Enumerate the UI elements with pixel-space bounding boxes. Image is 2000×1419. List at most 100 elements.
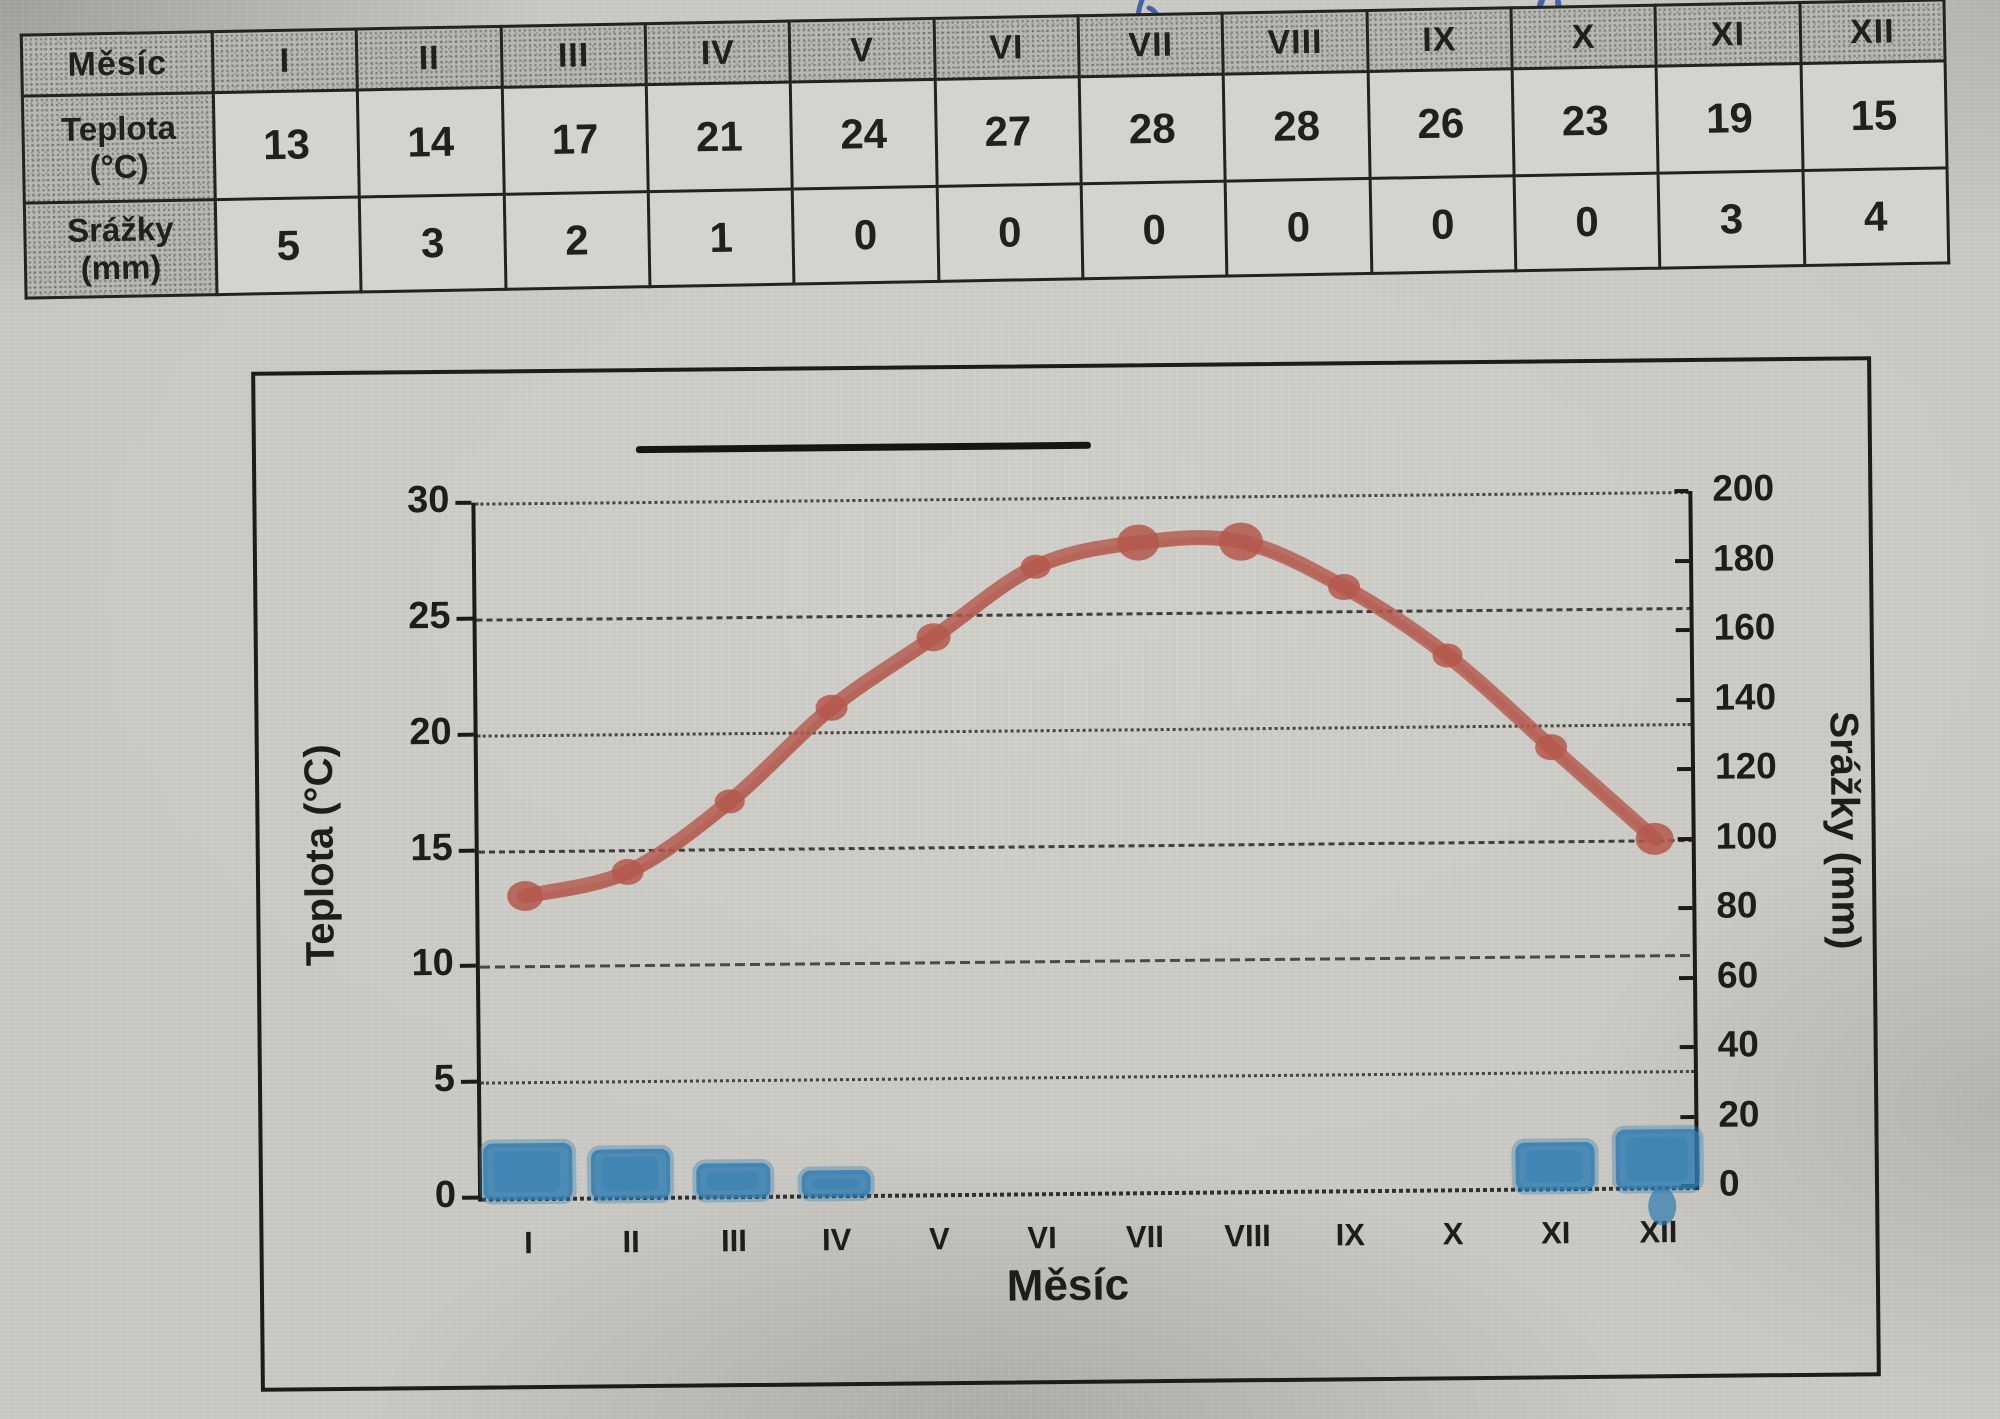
x-axis-tick-label: I — [524, 1225, 533, 1261]
right-axis-tick-label: 60 — [1716, 953, 1759, 996]
x-axis-tick-label: XI — [1540, 1215, 1571, 1251]
x-axis-tick-label: III — [720, 1223, 748, 1259]
temperature-cell: 19 — [1656, 63, 1803, 174]
temperature-row-label-line1: Teplota — [60, 108, 177, 148]
right-axis-tick — [1678, 905, 1693, 911]
climograph-chart: 30 25 20 15 10 5 0 200 180 160 140 120 100 80 60 40 20 0 I… — [251, 356, 1881, 1392]
right-axis-tick — [1677, 766, 1692, 772]
gridline — [476, 606, 1690, 622]
temperature-point — [714, 789, 745, 814]
temperature-cell: 13 — [213, 89, 360, 200]
left-axis-tick — [458, 848, 475, 853]
month-header-cell: VI — [933, 15, 1080, 80]
right-axis-tick-label: 20 — [1718, 1092, 1760, 1135]
left-axis-tick — [462, 1195, 479, 1200]
temperature-cell: 23 — [1512, 66, 1659, 176]
temperature-point — [1432, 643, 1463, 668]
right-axis-tick-label: 160 — [1713, 606, 1776, 648]
x-axis-tick-label: XII — [1639, 1214, 1678, 1250]
temperature-cell: 26 — [1367, 68, 1515, 179]
temperature-point — [611, 858, 644, 885]
month-header-cell: XII — [1799, 0, 1946, 64]
temperature-point — [815, 694, 848, 721]
month-header-cell: IV — [645, 21, 791, 85]
temperature-point — [1535, 734, 1568, 761]
precipitation-row-label: Srážky (mm) — [24, 199, 218, 299]
right-axis-tick — [1675, 628, 1690, 633]
temperature-row-label-line2: (°C) — [89, 147, 150, 186]
right-axis-tick-label: 100 — [1715, 814, 1778, 857]
precipitation-row-label-line1: Srážky — [66, 209, 174, 249]
gridline — [475, 491, 1689, 506]
temperature-point — [1117, 524, 1160, 561]
left-axis-tick-label: 5 — [433, 1058, 456, 1101]
precipitation-bar — [1611, 1125, 1704, 1194]
temperature-row-label: Teplota (°C) — [22, 92, 216, 204]
month-header-cell: V — [789, 18, 935, 83]
precipitation-bar-texture — [1525, 1150, 1583, 1183]
x-axis-tick-label: VI — [1027, 1220, 1057, 1256]
x-axis-tick-label: VII — [1125, 1219, 1164, 1255]
right-axis-tick-label: 140 — [1714, 675, 1777, 718]
temperature-point — [1218, 522, 1263, 561]
left-axis-tick-label: 15 — [410, 826, 453, 869]
month-header-cell: X — [1510, 5, 1657, 69]
precipitation-cell: 1 — [648, 189, 795, 287]
gridline-layer — [255, 360, 1867, 1202]
left-axis-tick-label: 20 — [409, 710, 452, 753]
right-axis-tick-label: 180 — [1712, 536, 1775, 579]
right-axis-tick — [1679, 975, 1694, 980]
month-header-cell: I — [212, 28, 358, 93]
right-axis-tick — [1674, 489, 1689, 494]
month-header-cell: XI — [1655, 2, 1801, 67]
blank-title-line — [635, 441, 1091, 454]
right-axis-tick-label: 0 — [1718, 1162, 1740, 1204]
x-axis-tick-label: IX — [1335, 1217, 1366, 1253]
left-axis-tick-label: 10 — [411, 942, 455, 985]
temperature-cell: 17 — [501, 84, 649, 195]
left-axis-tick — [456, 616, 473, 621]
temperature-point — [507, 880, 544, 911]
right-axis-title: Srážky (mm) — [1821, 711, 1868, 950]
precipitation-cell: 0 — [936, 183, 1083, 282]
temperature-cell: 24 — [790, 79, 937, 190]
precipitation-bar-texture — [706, 1171, 759, 1191]
left-axis-title: Teplota (°C) — [296, 744, 343, 967]
right-axis-tick-label: 200 — [1712, 467, 1775, 509]
precipitation-cell: 5 — [215, 196, 362, 295]
left-axis-tick — [459, 963, 476, 969]
x-axis-tick-label: IV — [821, 1222, 852, 1258]
month-header-cell: VIII — [1222, 10, 1368, 75]
right-axis-tick — [1681, 1183, 1696, 1189]
precipitation-cell: 0 — [1369, 175, 1516, 274]
gridline — [480, 1070, 1694, 1085]
x-axis-tick-label: VIII — [1224, 1218, 1271, 1254]
left-axis-tick — [455, 500, 472, 505]
precipitation-bar — [586, 1144, 675, 1204]
x-axis-tick-label: X — [1442, 1216, 1464, 1252]
x-axis-title: Měsíc — [1006, 1260, 1130, 1311]
precipitation-bar-texture — [493, 1150, 561, 1193]
precipitation-cell: 3 — [359, 194, 506, 292]
right-axis-tick-label: 40 — [1717, 1023, 1760, 1065]
temperature-point — [1020, 554, 1051, 579]
table-corner-label: Měsíc — [21, 31, 214, 97]
precipitation-bar — [1511, 1138, 1599, 1195]
right-axis-tick — [1676, 697, 1691, 702]
right-axis-tick-label: 80 — [1716, 884, 1758, 926]
precipitation-bar-texture — [600, 1156, 659, 1192]
gridline — [482, 1185, 1696, 1202]
left-axis-tick-label: 30 — [406, 478, 450, 522]
precipitation-cell: 0 — [1514, 173, 1661, 271]
gridline — [478, 838, 1692, 854]
precipitation-bar — [479, 1138, 577, 1205]
precipitation-cell: 0 — [1225, 178, 1372, 277]
left-axis-tick — [460, 1079, 477, 1085]
temperature-cell: 28 — [1223, 71, 1370, 182]
gridline — [479, 954, 1693, 969]
temperature-cell: 15 — [1800, 60, 1948, 171]
x-axis-tick-label: V — [928, 1221, 950, 1257]
left-axis-tick-label: 0 — [434, 1173, 457, 1217]
gridline — [477, 722, 1691, 738]
